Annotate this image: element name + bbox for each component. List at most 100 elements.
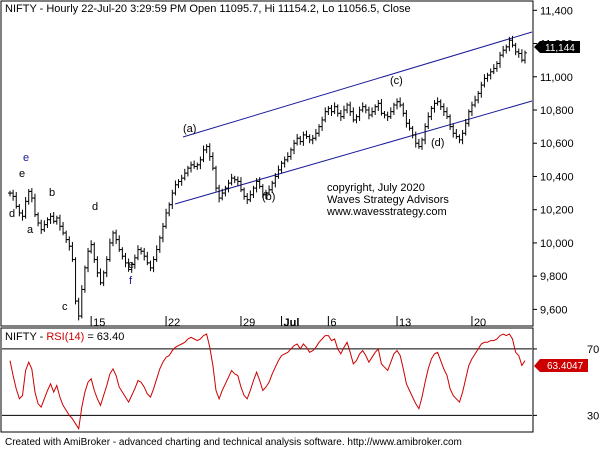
price-bar — [226, 179, 231, 193]
rsi-header-indicator: RSI(14) — [46, 331, 84, 343]
price-tick-label: 10,800 — [540, 105, 574, 117]
rsi-panel-frame — [0, 327, 534, 433]
footer-credit: Created with AmiBroker - advanced charti… — [5, 437, 462, 448]
company-name-text: Waves Strategy Advisors — [327, 194, 449, 206]
price-bar — [494, 61, 499, 72]
price-bar — [73, 257, 78, 305]
price-bar — [451, 123, 456, 138]
date-tick-label: 15 — [93, 317, 105, 329]
price-bar — [320, 116, 325, 131]
price-bar — [304, 130, 309, 139]
price-tick-label: 10,000 — [540, 238, 574, 250]
rsi-tick-label: 70 — [587, 344, 599, 356]
price-bar — [285, 152, 290, 163]
price-tick-label: 10,200 — [540, 205, 574, 217]
price-bar — [332, 102, 337, 114]
price-bar — [488, 68, 493, 80]
price-bar — [107, 238, 112, 262]
price-bars — [8, 35, 527, 321]
price-bar — [32, 193, 37, 218]
price-bar — [204, 144, 209, 154]
price-bar — [345, 102, 350, 114]
price-bar — [460, 129, 465, 145]
date-tick-label: 29 — [243, 317, 255, 329]
price-bar — [410, 125, 415, 139]
wave-label-d: d — [92, 201, 98, 213]
price-bar — [282, 156, 287, 168]
date-axis: 15 22 29 Jul 6 13 20 — [90, 316, 486, 329]
rsi-header-symbol: NIFTY — [5, 331, 37, 343]
price-bar — [438, 99, 443, 110]
price-bar — [173, 180, 178, 196]
price-bar — [20, 209, 25, 221]
price-bar — [195, 162, 200, 170]
price-bar — [135, 245, 140, 261]
price-bar — [17, 204, 22, 217]
price-header: NIFTY - Hourly 22-Jul-20 3:29:59 PM Open… — [5, 3, 411, 15]
price-bar — [223, 185, 228, 197]
date-tick-label: Jul — [284, 317, 300, 329]
wave-label-d-paren: (d) — [431, 137, 444, 149]
rsi-header-sep: - — [37, 331, 47, 343]
rsi-value-label: 63.4047 — [547, 361, 584, 372]
price-bar — [504, 44, 509, 54]
price-tick-label: 10,600 — [540, 138, 574, 150]
price-bar — [485, 72, 490, 82]
price-bar — [523, 50, 527, 64]
price-bar — [326, 106, 331, 115]
date-tick-label: 6 — [330, 317, 336, 329]
price-bar — [513, 42, 518, 56]
price-bar — [432, 100, 437, 113]
price-bar — [176, 179, 181, 189]
wave-label-d-left: d — [9, 208, 15, 220]
price-bar — [67, 236, 72, 251]
price-bar — [185, 165, 190, 177]
price-bar — [217, 184, 222, 203]
price-bar — [164, 208, 169, 229]
price-bar — [57, 214, 62, 231]
price-bar — [42, 220, 47, 232]
price-bar — [64, 230, 69, 243]
price-bar — [51, 212, 56, 224]
website-text: www.wavesstrategy.com — [326, 206, 447, 218]
price-bar — [307, 134, 312, 144]
price-bar — [70, 241, 75, 262]
price-bar — [323, 107, 328, 123]
price-bar — [245, 193, 250, 205]
price-bar — [479, 81, 484, 98]
price-bar — [341, 105, 346, 119]
price-bar — [242, 187, 247, 200]
price-tick-label: 11,000 — [540, 72, 573, 84]
price-bar — [189, 161, 194, 173]
price-bar — [469, 101, 474, 116]
price-bar — [313, 128, 318, 141]
price-bar — [142, 247, 147, 261]
price-bar — [276, 165, 281, 179]
price-bar — [454, 128, 459, 139]
price-bar — [501, 45, 506, 58]
price-tick-label: 11,400 — [540, 5, 573, 17]
price-panel-frame — [0, 0, 534, 327]
price-header-text: - Hourly 22-Jul-20 3:29:59 PM Open 11095… — [37, 3, 411, 15]
price-bar — [310, 134, 315, 145]
price-bar — [248, 190, 253, 203]
price-bar — [11, 189, 16, 201]
price-bar — [151, 256, 156, 273]
price-bar — [416, 138, 421, 149]
price-bar — [36, 212, 41, 227]
price-bar — [463, 118, 468, 136]
price-bar — [201, 145, 206, 163]
price-bar — [292, 139, 297, 155]
price-bar — [123, 252, 128, 268]
rsi-value-badge — [534, 359, 588, 372]
price-bar — [48, 213, 53, 224]
rsi-header-value: = 63.40 — [84, 331, 124, 343]
price-bar — [23, 197, 28, 219]
price-bar — [45, 217, 50, 228]
price-bar — [207, 143, 212, 161]
price-bar — [370, 107, 375, 118]
price-bar — [182, 168, 187, 181]
channel-upper-line — [182, 31, 533, 138]
price-bar — [401, 102, 406, 117]
price-tick-label: 9,800 — [540, 271, 568, 283]
